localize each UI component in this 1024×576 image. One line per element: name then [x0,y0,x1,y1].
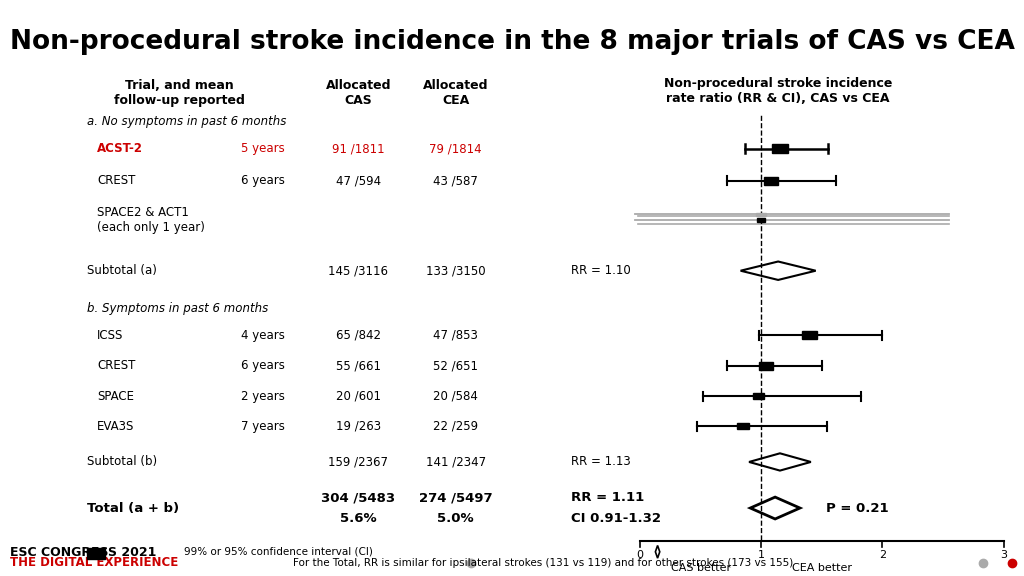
Text: Allocated
CEA: Allocated CEA [423,79,488,108]
Text: b. Symptoms in past 6 months: b. Symptoms in past 6 months [87,302,268,316]
Text: For the Total, RR is similar for ipsilateral strokes (131 vs 119) and for other : For the Total, RR is similar for ipsilat… [293,558,793,569]
Text: 79 /1814: 79 /1814 [429,142,482,155]
Text: CEA better: CEA better [792,563,852,573]
Text: EVA3S: EVA3S [97,420,134,433]
Text: a. No symptoms in past 6 months: a. No symptoms in past 6 months [87,115,287,128]
Text: 133 /3150: 133 /3150 [426,264,485,277]
Text: P = 0.21: P = 0.21 [825,502,888,514]
Text: 43 /587: 43 /587 [433,175,478,187]
Text: 6 years: 6 years [241,175,285,187]
Text: 2: 2 [879,550,886,560]
Text: Allocated
CAS: Allocated CAS [326,79,391,108]
Text: Non-procedural stroke incidence in the 8 major trials of CAS vs CEA: Non-procedural stroke incidence in the 8… [9,29,1015,55]
Text: 3: 3 [1000,550,1007,560]
Bar [87,548,105,559]
Text: 159 /2367: 159 /2367 [329,456,388,468]
Text: CREST: CREST [97,359,135,372]
Text: 19 /263: 19 /263 [336,420,381,433]
Text: 145 /3116: 145 /3116 [329,264,388,277]
Text: 20 /584: 20 /584 [433,390,478,403]
Text: 91 /1811: 91 /1811 [332,142,385,155]
Bar [757,218,765,222]
Bar [756,213,766,216]
Text: 4 years: 4 years [241,329,285,342]
Text: ICSS: ICSS [97,329,124,342]
Text: 5.6%: 5.6% [340,512,377,525]
Text: 52 /651: 52 /651 [433,359,478,372]
Bar [772,144,788,153]
Text: Non-procedural stroke incidence
rate ratio (RR & CI), CAS vs CEA: Non-procedural stroke incidence rate rat… [664,77,892,105]
Text: 47 /853: 47 /853 [433,329,478,342]
Text: CAS better: CAS better [671,563,731,573]
Bar [764,177,777,184]
Text: 5.0%: 5.0% [437,512,474,525]
Text: Total (a + b): Total (a + b) [87,502,179,514]
Text: ESC CONGRESS 2021: ESC CONGRESS 2021 [10,545,157,559]
Bar [760,362,773,370]
Text: SPACE: SPACE [97,390,134,403]
Text: ACST-2: ACST-2 [97,142,143,155]
Text: 99% or 95% confidence interval (CI): 99% or 95% confidence interval (CI) [184,547,373,557]
Text: RR = 1.10: RR = 1.10 [571,264,631,277]
Text: 55 /661: 55 /661 [336,359,381,372]
Text: CREST: CREST [97,175,135,187]
Text: 7 years: 7 years [241,420,285,433]
Text: Subtotal (b): Subtotal (b) [87,456,157,468]
Text: 0: 0 [637,550,643,560]
Text: 6 years: 6 years [241,359,285,372]
Text: Subtotal (a): Subtotal (a) [87,264,157,277]
Text: 47 /594: 47 /594 [336,175,381,187]
Text: RR = 1.11: RR = 1.11 [571,491,645,504]
Text: 22 /259: 22 /259 [433,420,478,433]
Text: 274 /5497: 274 /5497 [419,491,493,504]
Bar [753,393,764,400]
Text: 5 years: 5 years [241,142,285,155]
Text: 141 /2347: 141 /2347 [426,456,485,468]
Text: Trial, and mean
follow-up reported: Trial, and mean follow-up reported [114,79,245,108]
Bar [737,423,749,430]
Text: SPACE2 & ACT1
(each only 1 year): SPACE2 & ACT1 (each only 1 year) [97,206,205,234]
Text: 20 /601: 20 /601 [336,390,381,403]
Text: CI 0.91-1.32: CI 0.91-1.32 [571,512,662,525]
Text: 304 /5483: 304 /5483 [322,491,395,504]
Text: RR = 1.13: RR = 1.13 [571,456,631,468]
Text: THE DIGITAL EXPERIENCE: THE DIGITAL EXPERIENCE [10,556,178,569]
Text: 65 /842: 65 /842 [336,329,381,342]
Text: 2 years: 2 years [241,390,285,403]
Text: 1: 1 [758,550,765,560]
Bar [803,331,817,339]
